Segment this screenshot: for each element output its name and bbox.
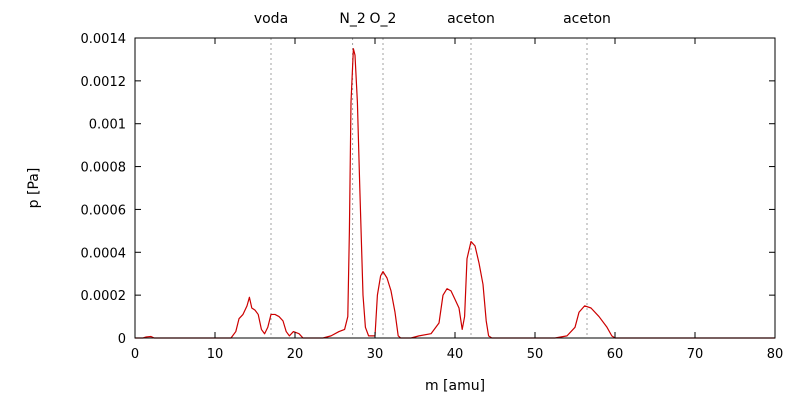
y-tick-label: 0.0008 [81,161,127,176]
x-tick-label: 0 [131,347,139,362]
series-layer [135,48,775,339]
y-tick-label: 0.0012 [81,75,127,90]
y-tick-label: 0 [118,332,126,347]
x-tick-label: 80 [767,347,784,362]
axis-ticks [134,37,776,339]
x-tick-label: 60 [607,347,624,362]
axis-labels: 0 10 20 30 40 50 60 70 80 0 0.0002 0.0004 0.0006 0.00… [81,11,784,362]
y-tick-label: 0.0004 [81,246,127,261]
plot-frame [134,37,776,339]
marker-label: aceton [447,11,495,27]
marker-lines [270,38,588,338]
y-tick-label: 0.0006 [81,203,127,218]
x-tick-label: 40 [447,347,464,362]
x-tick-label: 70 [687,347,704,362]
y-tick-label: 0.0002 [81,289,127,304]
x-tick-label: 30 [367,347,384,362]
marker-label: aceton [563,11,611,27]
x-tick-label: 10 [207,347,224,362]
x-axis-title: m [amu] [425,378,485,394]
y-tick-label: 0.001 [89,118,126,133]
y-tick-label: 0.0014 [81,32,127,47]
marker-label: O_2 [370,11,397,27]
series-line [135,48,775,339]
marker-label: N_2 [339,11,365,27]
x-tick-label: 20 [287,347,304,362]
marker-label: voda [254,11,288,27]
x-tick-label: 50 [527,347,544,362]
y-axis-title: p [Pa] [26,168,42,209]
